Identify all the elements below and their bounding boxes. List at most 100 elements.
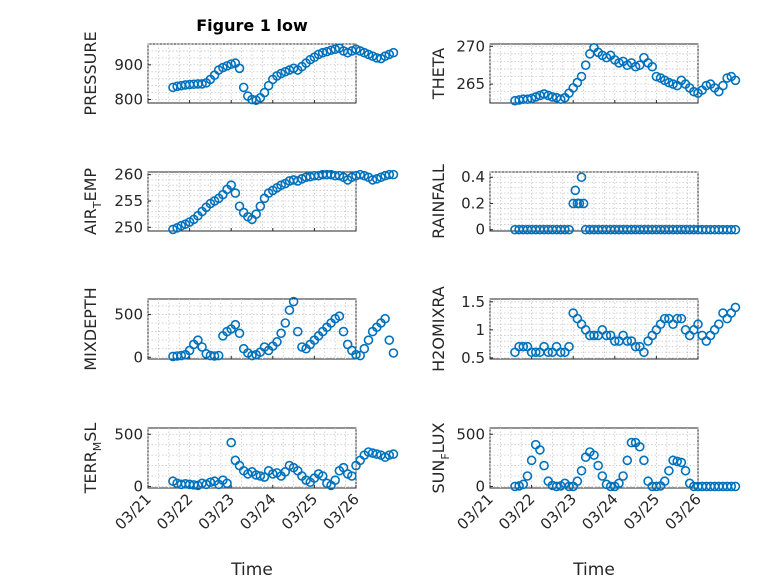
data-point <box>280 318 291 328</box>
data-point <box>251 209 261 219</box>
data-point <box>705 330 716 341</box>
data-point <box>664 465 674 476</box>
data-point <box>651 481 662 492</box>
data-point <box>576 465 587 476</box>
y-tick-label: 0 <box>475 221 485 239</box>
data-point <box>547 92 558 102</box>
data-point <box>601 330 612 341</box>
x-axis-label-left: Time <box>230 560 273 580</box>
data-point <box>522 94 533 105</box>
x-tick-label: 03/24 <box>578 490 621 533</box>
data-point <box>176 350 187 361</box>
data-point <box>288 296 299 307</box>
data-point <box>209 351 220 361</box>
data-point <box>388 169 399 180</box>
y-axis-label: AIRTEMP <box>81 168 104 235</box>
data-point <box>334 170 345 181</box>
data-point <box>255 471 266 481</box>
data-point <box>668 79 678 89</box>
data-point <box>371 174 382 184</box>
data-point <box>522 471 533 481</box>
data-point <box>609 336 620 346</box>
data-point <box>284 305 295 315</box>
data-point <box>730 481 741 492</box>
data-point <box>197 79 207 89</box>
data-point <box>359 170 370 181</box>
data-point <box>676 457 687 468</box>
data-point <box>701 336 712 346</box>
data-point <box>238 82 249 93</box>
data-point <box>234 328 245 339</box>
data-point <box>572 476 583 487</box>
data-point <box>726 224 737 235</box>
data-point <box>647 61 658 72</box>
data-point <box>292 326 303 337</box>
data-point <box>347 172 357 183</box>
data-point <box>380 313 390 324</box>
y-tick-label: 0.5 <box>461 349 485 367</box>
data-point <box>570 185 581 196</box>
subplot-4: 0 0.2 0.4 RAINFALL <box>429 164 741 239</box>
data-point <box>726 481 737 492</box>
subplot-1: 800 900 PRESSURE <box>81 31 399 116</box>
data-point <box>651 71 662 82</box>
data-point <box>259 87 270 98</box>
data-point <box>388 47 399 58</box>
data-point <box>197 342 207 352</box>
subplot-3: 250 255 260 AIRTEMP <box>81 166 399 236</box>
y-tick-label: 800 <box>114 91 143 109</box>
y-tick-label: 270 <box>456 37 485 55</box>
data-point <box>555 94 566 105</box>
data-point <box>659 476 670 487</box>
data-point <box>718 308 728 318</box>
y-tick-label: 0 <box>475 477 485 495</box>
data-point <box>226 180 236 190</box>
data-point <box>297 174 307 184</box>
data-point <box>213 350 224 361</box>
data-point <box>730 75 741 86</box>
data-point <box>539 89 549 99</box>
data-point <box>334 311 345 321</box>
data-point <box>367 175 378 185</box>
data-point <box>672 456 683 467</box>
data-point <box>593 460 603 471</box>
data-point <box>676 313 687 324</box>
data-point <box>388 449 399 459</box>
data-point <box>589 450 599 460</box>
data-point <box>659 313 670 324</box>
data-point <box>255 201 266 212</box>
y-tick-label: 500 <box>114 425 143 443</box>
figure-title: Figure 1 low <box>196 16 308 35</box>
data-point <box>222 478 232 489</box>
data-point <box>630 61 641 72</box>
data-point <box>530 92 541 102</box>
data-point <box>639 347 649 358</box>
data-point <box>722 313 732 324</box>
y-tick-label: 255 <box>114 192 143 210</box>
data-point <box>355 169 365 180</box>
x-tick-label: 03/25 <box>620 490 663 533</box>
data-point <box>726 308 737 318</box>
y-axis-label: MIXDEPTH <box>81 287 100 370</box>
data-point <box>330 475 341 485</box>
data-point <box>713 319 724 330</box>
data-point <box>317 471 328 481</box>
data-point <box>272 337 282 347</box>
data-point <box>168 224 178 235</box>
data-point <box>518 341 529 352</box>
data-point <box>317 47 328 58</box>
data-point <box>355 455 365 466</box>
data-point <box>634 441 645 452</box>
y-tick-label: 0.4 <box>461 168 485 186</box>
data-point <box>193 335 203 345</box>
data-point <box>526 93 537 104</box>
data-point <box>234 63 245 74</box>
x-axis-label-right: Time <box>572 560 615 580</box>
data-point <box>347 471 357 481</box>
data-point <box>589 330 599 341</box>
x-tick-label: 03/26 <box>320 490 363 533</box>
x-tick-label: 03/26 <box>662 490 705 533</box>
data-point <box>722 73 732 83</box>
